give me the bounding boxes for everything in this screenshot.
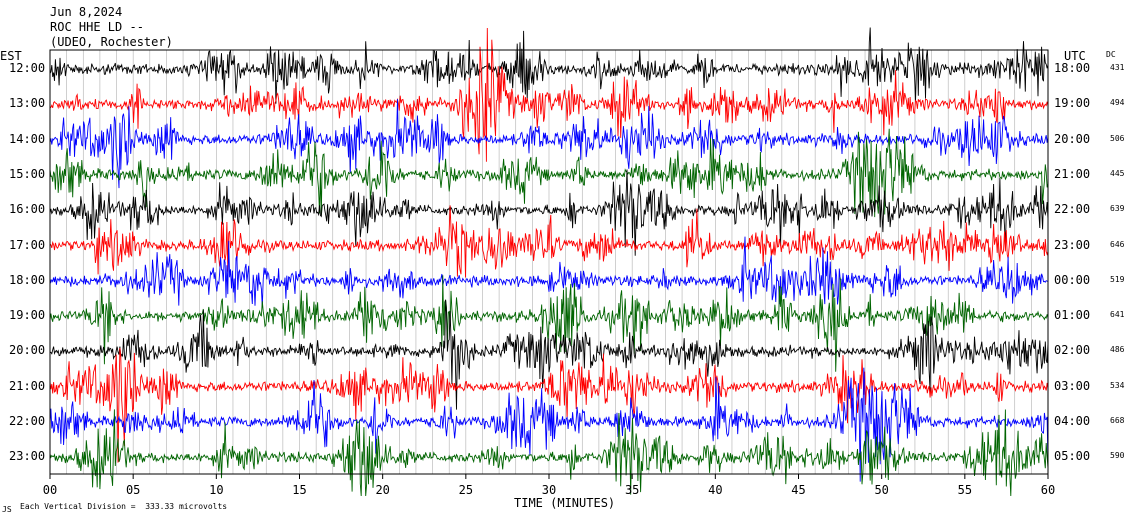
x-tick-label: 25 <box>459 483 473 497</box>
x-axis-label: TIME (MINUTES) <box>514 496 616 510</box>
est-hour-label: 21:00 <box>9 378 46 393</box>
trace-row-7 <box>49 236 1049 308</box>
dc-offset-label: 486 <box>1110 345 1125 355</box>
x-tick-label: 45 <box>791 483 805 497</box>
x-tick-label: 50 <box>874 483 888 497</box>
x-tick-label: 35 <box>625 483 639 497</box>
x-tick-label: 05 <box>126 483 140 497</box>
x-tick-label: 10 <box>209 483 223 497</box>
header-network: (UDEO, Rochester) <box>50 35 173 49</box>
utc-hour-label: 00:00 <box>1054 272 1091 287</box>
x-tick-label: 15 <box>292 483 306 497</box>
header-station: ROC HHE LD -- <box>50 20 144 34</box>
utc-hour-label: 20:00 <box>1054 131 1091 146</box>
seismic-traces <box>49 27 1049 497</box>
trace-row-8 <box>49 275 1049 372</box>
dc-offset-label: 431 <box>1110 63 1125 72</box>
est-hour-label: 15:00 <box>9 166 46 181</box>
dc-offset-label: 494 <box>1110 98 1125 108</box>
trace-row-2 <box>49 27 1049 162</box>
utc-hour-label: 21:00 <box>1054 166 1091 181</box>
left-zone-label: EST <box>0 49 22 63</box>
x-tick-label: 60 <box>1041 483 1055 497</box>
trace-row-4 <box>49 128 1049 218</box>
dc-offset-label: 641 <box>1110 310 1125 320</box>
utc-hour-label: 22:00 <box>1054 202 1091 217</box>
utc-hour-label: 04:00 <box>1054 414 1091 428</box>
dc-offset-label: 519 <box>1110 274 1125 284</box>
est-hour-label: 14:00 <box>9 131 46 146</box>
utc-hour-label: 01:00 <box>1054 308 1091 323</box>
x-tick-label: 40 <box>708 483 722 497</box>
utc-hour-label: 05:00 <box>1054 449 1091 464</box>
dc-offset-label: 639 <box>1110 204 1125 214</box>
trace-row-10 <box>49 347 1049 463</box>
est-hour-label: 22:00 <box>9 414 46 428</box>
header-date: Jun 8,2024 <box>50 5 123 19</box>
right-zone-label: UTC <box>1064 49 1086 63</box>
trace-row-6 <box>49 205 1049 278</box>
dc-offset-label: 534 <box>1110 380 1125 390</box>
utc-hour-label: 18:00 <box>1054 61 1091 75</box>
dc-offset-label: 445 <box>1110 168 1125 178</box>
dc-offset-label: 590 <box>1110 451 1125 461</box>
est-hour-label: 16:00 <box>9 202 46 217</box>
trace-row-9 <box>49 299 1049 410</box>
utc-hour-label: 23:00 <box>1054 237 1091 252</box>
x-tick-label: 00 <box>43 483 57 497</box>
dc-offset-label: 506 <box>1110 133 1125 143</box>
x-tick-label: 30 <box>542 483 556 497</box>
utc-hour-label: 02:00 <box>1054 343 1091 358</box>
est-hour-label: 12:00 <box>9 61 46 75</box>
est-hour-label: 18:00 <box>9 272 46 287</box>
dc-header: DC <box>1106 50 1116 59</box>
trace-row-3 <box>49 99 1049 189</box>
x-tick-label: 55 <box>958 483 972 497</box>
utc-hour-label: 19:00 <box>1054 96 1091 111</box>
footer-mark: JS <box>2 505 12 514</box>
est-hour-label: 13:00 <box>9 96 46 111</box>
utc-hour-label: 03:00 <box>1054 378 1091 393</box>
trace-row-11 <box>49 367 1049 482</box>
scale-note: Each Vertical Division = 333.33 microvol… <box>20 502 228 511</box>
trace-row-1 <box>49 27 1049 104</box>
trace-row-12 <box>49 409 1049 497</box>
x-tick-label: 20 <box>375 483 389 497</box>
est-hour-label: 23:00 <box>9 449 46 464</box>
x-axis-ticks: 00 05 10 15 20 25 30 35 40 45 50 55 60 <box>43 474 1055 497</box>
dc-offset-label: 668 <box>1110 416 1125 425</box>
est-hour-label: 17:00 <box>9 237 46 252</box>
trace-row-5 <box>49 169 1049 256</box>
dc-offset-label: 646 <box>1110 239 1125 249</box>
est-hour-label: 20:00 <box>9 343 46 358</box>
est-hour-label: 19:00 <box>9 308 46 323</box>
